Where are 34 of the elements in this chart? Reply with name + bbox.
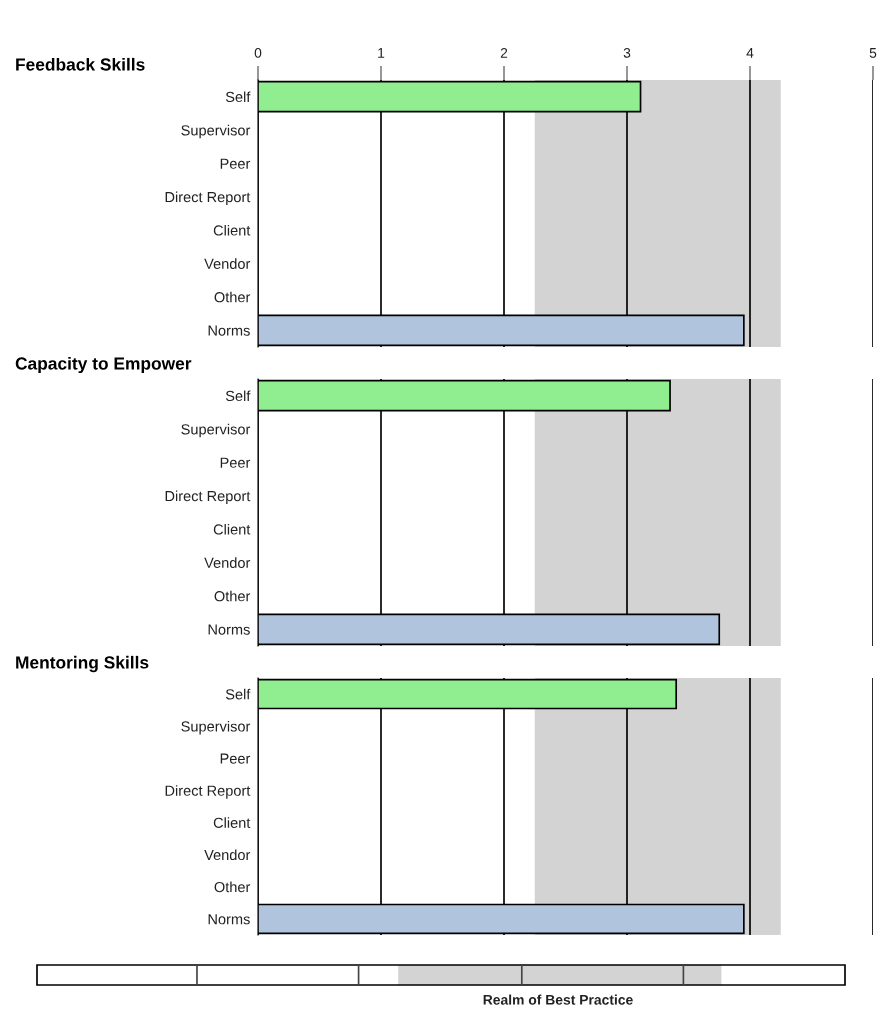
y-tick-label: Self bbox=[225, 688, 251, 700]
text: Feedback Skills bbox=[16, 57, 145, 71]
y-tick-label: Direct Report bbox=[165, 490, 251, 505]
text: Mentoring Skills bbox=[16, 655, 149, 673]
text: Capacity to Empower bbox=[15, 356, 192, 374]
y-tick-label: Vendor bbox=[204, 557, 251, 568]
y-tick-label: Norms bbox=[208, 914, 250, 925]
y-tick-label: Other bbox=[214, 291, 251, 303]
y-tick-label: Self bbox=[225, 390, 251, 402]
x-tick-label: 2 bbox=[500, 47, 508, 58]
y-tick-label: Vendor bbox=[204, 258, 251, 269]
y-tick-label: Direct Report bbox=[165, 191, 251, 206]
y-tick-label: Direct Report bbox=[165, 785, 251, 799]
x-tick-label: 4 bbox=[746, 48, 754, 58]
y-tick-label: Client bbox=[213, 224, 251, 236]
x-tick-label: 5 bbox=[869, 48, 877, 58]
y-tick-label: Peer bbox=[220, 753, 251, 764]
x-tick-label: 3 bbox=[623, 47, 631, 58]
y-tick-label: Self bbox=[225, 91, 251, 103]
x-tick-label: 0 bbox=[254, 47, 262, 58]
x-tick-label: 1 bbox=[378, 48, 385, 58]
y-tick-label: Other bbox=[214, 881, 251, 893]
y-tick-label: Vendor bbox=[204, 849, 251, 861]
y-tick-label: Client bbox=[213, 817, 251, 828]
text: Realm of Best Practice bbox=[483, 994, 633, 1005]
y-tick-label: Peer bbox=[220, 158, 251, 169]
y-tick-label: Peer bbox=[220, 457, 251, 468]
y-tick-label: Other bbox=[214, 590, 251, 602]
y-tick-label: Norms bbox=[208, 325, 250, 336]
y-tick-label: Supervisor bbox=[181, 423, 251, 438]
y-tick-label: Client bbox=[213, 523, 251, 535]
y-tick-label: Norms bbox=[208, 624, 250, 635]
y-tick-label: Supervisor bbox=[181, 124, 251, 139]
y-tick-label: Supervisor bbox=[181, 720, 251, 735]
